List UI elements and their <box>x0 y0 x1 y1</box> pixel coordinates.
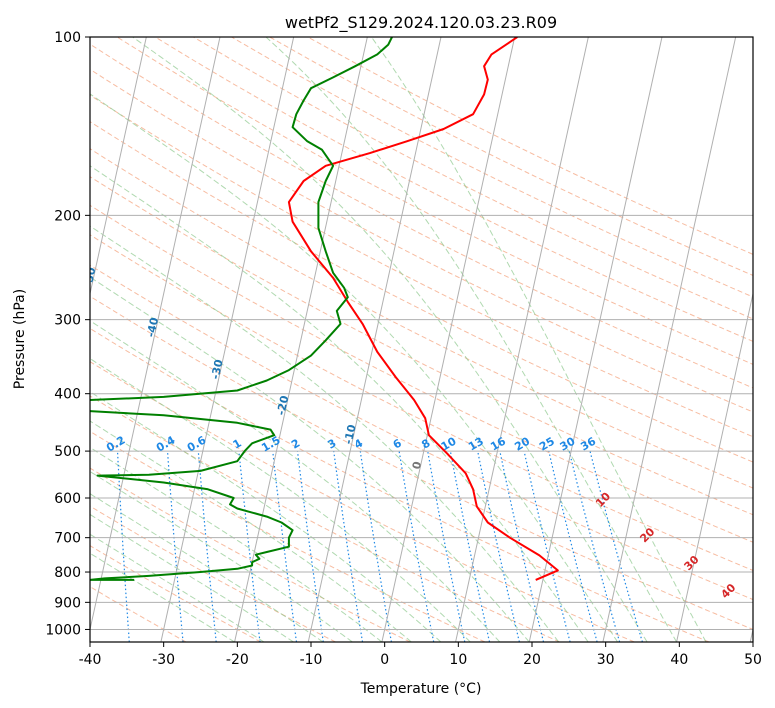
moist-adiabat <box>90 320 501 642</box>
isoline-labels: -100-90-80-70-60-50-40-30-20-1000.10.20.… <box>82 266 739 601</box>
dry-adiabat <box>90 430 486 642</box>
y-tick-label: 800 <box>54 565 81 581</box>
dry-adiabat <box>90 505 336 642</box>
dry-adiabat <box>90 176 753 516</box>
mixing-ratio-line <box>499 450 545 642</box>
moist-adiabat <box>371 37 707 642</box>
x-axis: -40 -30 -20 -10 0 10 20 30 40 50 <box>79 642 762 668</box>
y-tick-label: 200 <box>54 208 81 224</box>
isotherm-line <box>455 37 589 642</box>
y-axis: 100 200 300 400 500 600 700 800 900 1000 <box>45 30 90 638</box>
mixing-ratio-line <box>296 451 324 642</box>
gridlines <box>90 37 753 642</box>
y-tick-label: 700 <box>54 531 81 547</box>
isotherm-line <box>234 37 368 642</box>
moist-adiabat <box>132 37 648 642</box>
mixing-ratio-line <box>197 451 217 642</box>
moist-adiabat <box>90 470 353 642</box>
y-axis-title: Pressure (hPa) <box>12 289 28 389</box>
temperature-line <box>287 37 559 581</box>
isotherm-label: -50 <box>82 266 99 289</box>
x-tick-label: 10 <box>449 652 467 668</box>
dry-adiabat <box>90 68 753 413</box>
x-tick-label: 20 <box>523 652 541 668</box>
dry-adiabat <box>90 295 753 630</box>
x-tick-label: 40 <box>670 652 688 668</box>
isotherm-label: 0 <box>410 460 424 471</box>
mixing-ratio-line <box>166 451 184 642</box>
x-axis-title: Temperature (°C) <box>360 681 482 697</box>
x-tick-label: -30 <box>152 652 175 668</box>
mixing-ratio-line <box>548 450 598 642</box>
plot-frame <box>89 36 754 643</box>
moist-adiabat <box>90 225 560 642</box>
isotherm-label: -10 <box>342 423 359 446</box>
y-tick-label: 500 <box>54 444 81 460</box>
isotherm-line <box>160 37 295 642</box>
dry-adiabat <box>90 586 187 642</box>
y-tick-label: 300 <box>54 313 81 329</box>
mixing-ratio-line <box>427 450 466 642</box>
x-tick-label: 0 <box>380 652 389 668</box>
dry-adiabat <box>193 37 753 320</box>
y-tick-label: 100 <box>54 30 81 46</box>
chart-title: wetPf2_S129.2024.120.03.23.R09 <box>285 13 557 33</box>
x-tick-label: -40 <box>79 652 102 668</box>
isotherm-label: -40 <box>144 316 161 339</box>
dry-adiabat <box>90 94 753 438</box>
x-tick-label: 30 <box>597 652 615 668</box>
isotherm-label: -20 <box>274 394 291 417</box>
isotherm-label: -30 <box>209 358 226 381</box>
sounding-series <box>90 37 559 581</box>
moist-adiabat <box>90 93 619 642</box>
mixing-ratio-line <box>449 450 491 642</box>
y-tick-label: 900 <box>54 595 81 611</box>
isotherm-line <box>676 291 753 642</box>
dry-adiabat <box>90 148 753 489</box>
dry-adiabat <box>90 121 753 463</box>
dewpoint-line <box>90 37 393 581</box>
y-tick-label: 400 <box>54 387 81 403</box>
mixing-ratio-line <box>477 450 520 642</box>
x-tick-label: -10 <box>300 652 323 668</box>
moist-adiabat <box>90 493 324 642</box>
mixing-ratio-line <box>568 450 621 642</box>
moist-adiabat <box>265 37 678 642</box>
isotherm-line <box>528 37 663 642</box>
background-lines <box>90 37 753 642</box>
isotherm-line <box>90 37 221 632</box>
dry-adiabat <box>90 264 753 601</box>
dry-adiabat <box>90 327 710 642</box>
mixing-ratio-line <box>398 450 435 642</box>
moist-adiabat <box>90 513 294 642</box>
mixing-ratio-line <box>272 451 298 642</box>
isotherm-line <box>381 37 516 642</box>
y-tick-label: 600 <box>54 491 81 507</box>
dry-adiabat <box>231 37 753 298</box>
isotherm-line <box>90 37 147 297</box>
moist-adiabat <box>90 276 530 642</box>
mixing-ratio-line <box>333 451 364 642</box>
x-tick-label: -20 <box>226 652 249 668</box>
dry-adiabat <box>90 395 560 642</box>
isotherm-line <box>602 37 737 642</box>
x-tick-label: 50 <box>744 652 762 668</box>
y-tick-label: 1000 <box>45 622 81 638</box>
moist-adiabat <box>90 391 442 642</box>
mixing-ratio-line <box>238 451 261 642</box>
